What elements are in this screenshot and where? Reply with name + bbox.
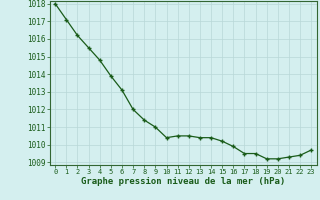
X-axis label: Graphe pression niveau de la mer (hPa): Graphe pression niveau de la mer (hPa) bbox=[81, 177, 285, 186]
